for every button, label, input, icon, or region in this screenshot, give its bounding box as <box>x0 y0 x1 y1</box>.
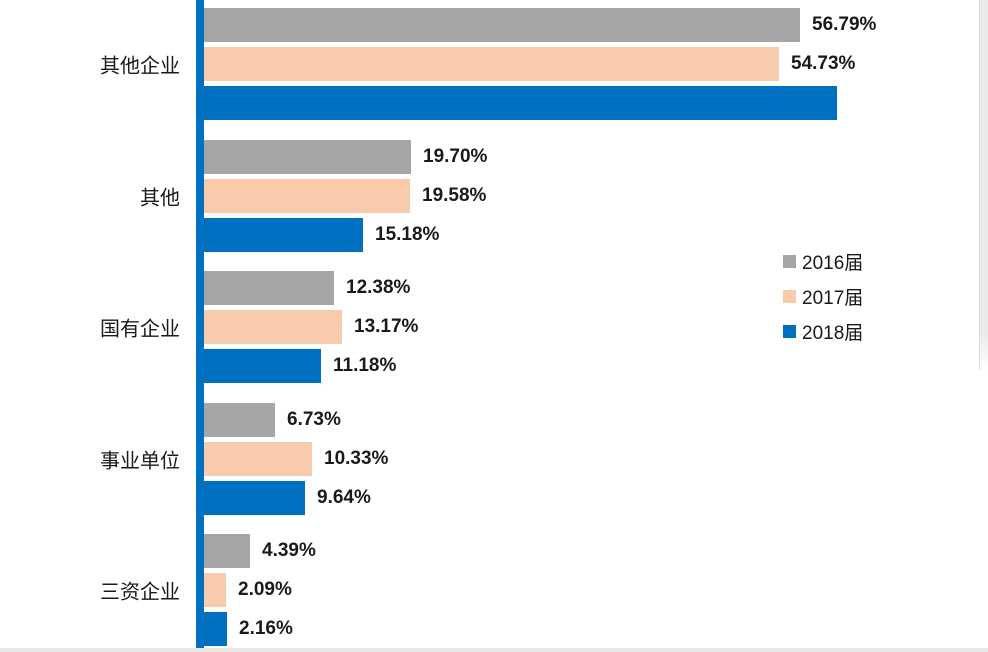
bar-2016届-其他 <box>204 139 411 174</box>
bar-2017届-国有企业 <box>204 310 342 344</box>
bar-2016届-事业单位 <box>204 402 275 437</box>
legend-label-2016: 2016届 <box>802 253 864 274</box>
category-label: 其他企业 <box>100 55 180 78</box>
bar-2016届-国有企业 <box>204 271 334 305</box>
value-label: 15.18% <box>375 223 440 245</box>
legend-item-2017: 2017届 <box>783 286 864 309</box>
value-label: 9.64% <box>317 486 371 508</box>
bar-2018届-事业单位 <box>204 480 305 515</box>
category-label: 其他 <box>140 187 180 209</box>
category-label: 三资企业 <box>100 581 180 604</box>
category-axis-line <box>196 0 204 648</box>
legend-swatch-2016-icon <box>783 255 796 268</box>
legend-item-2016: 2016届 <box>783 251 864 274</box>
bar-2018届-其他 <box>204 217 363 252</box>
bar-2018届-其他企业 <box>204 86 837 120</box>
value-label: 13.17% <box>354 316 419 337</box>
bar-2017届-其他企业 <box>204 47 779 81</box>
legend-item-2018: 2018届 <box>783 321 864 344</box>
value-label: 12.38% <box>346 277 411 298</box>
page-edge-strip <box>0 648 988 652</box>
legend-label-2017: 2017届 <box>802 288 864 309</box>
category-label: 事业单位 <box>100 450 180 472</box>
value-label: 11.18% <box>333 355 397 376</box>
value-label: 19.58% <box>422 184 487 206</box>
value-label: 6.73% <box>287 408 341 430</box>
value-label: 4.39% <box>262 540 316 561</box>
value-label: 2.16% <box>239 618 293 639</box>
legend-swatch-2018-icon <box>783 325 796 338</box>
value-label: 19.70% <box>423 145 488 167</box>
bar-2018届-国有企业 <box>204 349 321 383</box>
legend-label-2018: 2018届 <box>802 323 864 344</box>
bar-2017届-其他 <box>204 178 410 213</box>
legend-swatch-2017-icon <box>783 290 796 303</box>
value-label: 10.33% <box>324 447 389 469</box>
bar-2016届-其他企业 <box>204 8 800 42</box>
bar-2017届-事业单位 <box>204 441 312 476</box>
value-label: 56.79% <box>812 14 877 35</box>
scrollbar-track[interactable] <box>979 0 988 370</box>
chart-legend: 2016届 2017届 2018届 <box>783 251 864 344</box>
category-label: 国有企业 <box>100 318 180 341</box>
value-label: 54.73% <box>791 53 856 74</box>
value-label: 2.09% <box>238 579 292 600</box>
bar-2018届-三资企业 <box>204 612 227 646</box>
bar-2016届-三资企业 <box>204 534 250 568</box>
bar-2017届-三资企业 <box>204 573 226 607</box>
